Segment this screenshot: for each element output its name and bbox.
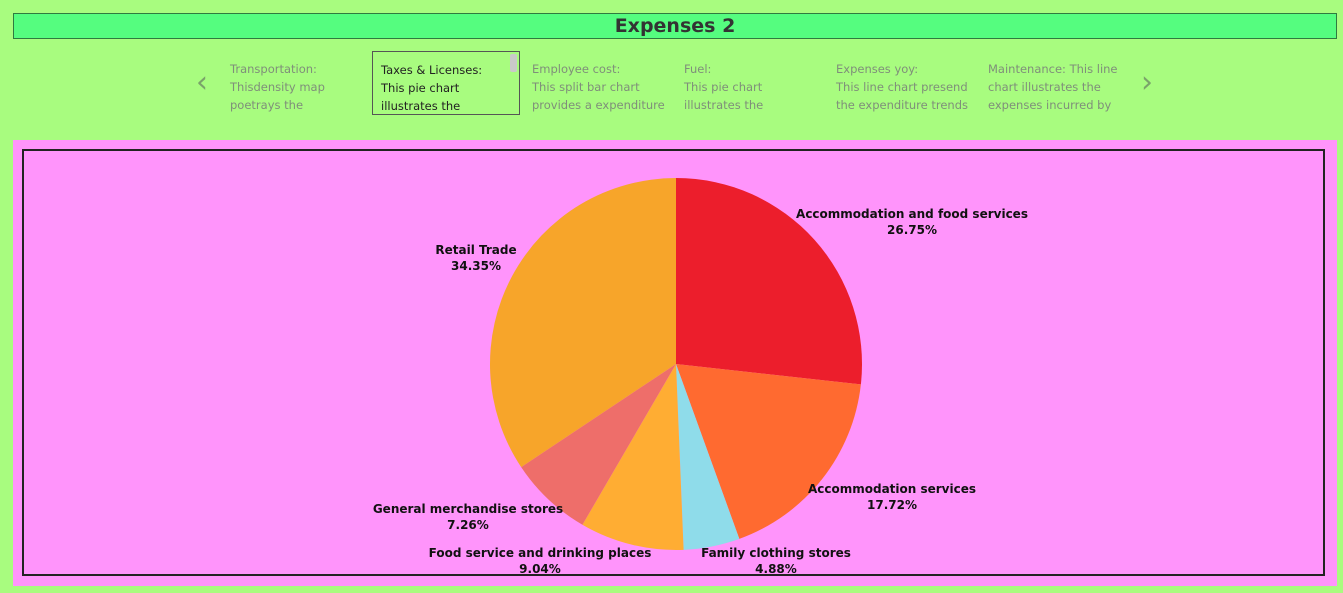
slice-label: Accommodation services [808,482,976,496]
story-point-text: illustrates the [684,98,764,112]
slice-label: General merchandise stores [373,502,563,516]
slice-value-label: 17.72% [867,498,917,512]
pie-slice-retail-trade[interactable] [489,178,676,468]
story-point-2[interactable]: Taxes & Licenses: This pie chart illustrat… [372,51,520,115]
dashboard-title: Expenses 2 [13,13,1337,39]
story-point-text: provides a expenditure [532,98,665,112]
chevron-left-icon[interactable]: ‹ [196,65,208,100]
story-point-text: This line chart presend [836,80,968,94]
story-point-text: Fuel: [684,62,712,76]
story-point-3[interactable]: Employee cost: This split bar chart provid… [524,51,672,115]
slice-value-label: 4.88% [755,562,797,574]
pie-slice-food-service-and-drinking-places[interactable] [582,364,684,550]
story-point-text: Thisdensity map [230,80,325,94]
story-point-6[interactable]: Maintenance: This line chart illustrates … [980,51,1128,115]
story-point-text: the expenditure trends [836,98,969,112]
pie-slice-accommodation-services[interactable] [676,364,861,539]
story-point-text: Taxes & Licenses: [381,63,483,77]
slice-value-label: 26.75% [887,223,937,237]
slice-label: Accommodation and food services [796,207,1028,221]
pie-chart: Accommodation and food services 26.75% Acc… [373,178,1028,576]
slice-value-label: 34.35% [451,259,501,273]
pie-slice-accommodation-and-food-services[interactable] [676,178,862,385]
slice-label: Food service and drinking places [429,546,652,560]
story-point-text: poetrays the [230,98,304,112]
chart-container: Accommodation and food services 26.75% Acc… [13,140,1337,586]
story-point-scrollbar[interactable] [510,54,517,72]
pie-slice-general-merchandise-stores[interactable] [521,364,676,525]
slice-value-label: 7.26% [447,518,489,532]
story-navigator: ‹ › Transportation: Thisdensity map poetra… [187,46,1162,122]
slice-label: Retail Trade [435,243,516,257]
slice-value-label: 9.04% [519,562,561,574]
story-point-text: illustrates the [381,99,461,113]
chevron-right-icon[interactable]: › [1141,65,1153,100]
pie-slice-family-clothing-stores[interactable] [676,364,740,550]
story-point-text: This pie chart [381,81,460,95]
story-point-text: Transportation: [230,62,317,76]
story-point-5[interactable]: Expenses yoy: This line chart presend the … [828,51,976,115]
story-point-text: Maintenance: This line [988,62,1118,76]
slice-label: Family clothing stores [701,546,851,560]
chart-border: Accommodation and food services 26.75% Acc… [22,149,1325,576]
story-point-text: Expenses yoy: [836,62,919,76]
story-point-text: This pie chart [684,80,763,94]
story-point-text: expenses incurred by [988,98,1112,112]
story-point-4[interactable]: Fuel: This pie chart illustrates the [676,51,824,115]
story-point-text: Employee cost: [532,62,621,76]
story-point-text: chart illustrates the [988,80,1101,94]
story-point-text: This split bar chart [532,80,640,94]
story-point-1[interactable]: Transportation: Thisdensity map poetrays t… [222,51,370,115]
